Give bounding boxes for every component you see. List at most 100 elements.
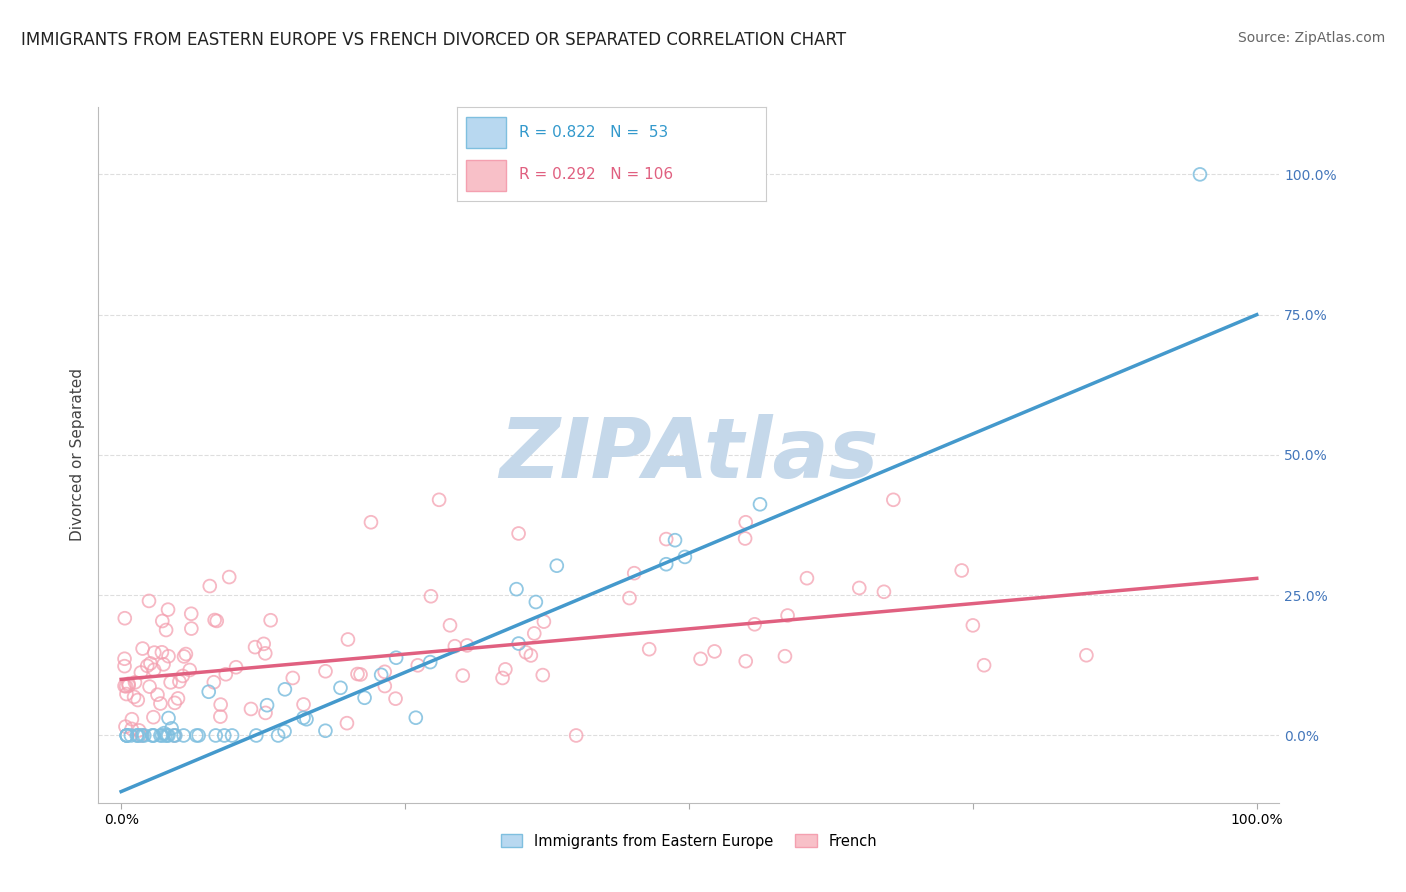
Point — [131, 729, 153, 743]
Point — [146, 688, 169, 702]
Point — [245, 729, 267, 743]
Point — [114, 652, 136, 666]
Point — [150, 645, 173, 659]
Point — [163, 729, 186, 743]
Text: R = 0.822   N =  53: R = 0.822 N = 53 — [519, 125, 668, 140]
Text: IMMIGRANTS FROM EASTERN EUROPE VS FRENCH DIVORCED OR SEPARATED CORRELATION CHART: IMMIGRANTS FROM EASTERN EUROPE VS FRENCH… — [21, 31, 846, 49]
Point — [128, 723, 150, 738]
Point — [117, 677, 139, 691]
Point — [524, 595, 547, 609]
Point — [346, 667, 368, 681]
Point — [349, 667, 371, 681]
Point — [689, 652, 711, 666]
Point — [494, 662, 516, 676]
Point — [204, 613, 226, 627]
Point — [139, 657, 162, 671]
Point — [115, 729, 138, 743]
Point — [180, 607, 202, 621]
Point — [205, 614, 228, 628]
Point — [274, 682, 297, 697]
Point — [253, 637, 276, 651]
Point — [209, 698, 232, 712]
Text: ZIPAtlas: ZIPAtlas — [499, 415, 879, 495]
Point — [638, 642, 661, 657]
Point — [160, 722, 183, 736]
Point — [314, 723, 336, 738]
Point — [121, 722, 143, 736]
Point — [520, 648, 543, 663]
Point — [152, 657, 174, 672]
Point — [776, 608, 799, 623]
Point — [336, 716, 359, 731]
Point — [254, 646, 277, 660]
Point — [281, 671, 304, 685]
Point — [405, 711, 427, 725]
Point — [115, 729, 138, 743]
Point — [882, 492, 904, 507]
Point — [149, 697, 172, 711]
Point — [225, 660, 247, 674]
Point — [273, 724, 295, 739]
Point — [374, 665, 396, 679]
Point — [156, 729, 179, 743]
Point — [129, 665, 152, 680]
Point — [115, 679, 138, 693]
Point — [292, 698, 315, 712]
Bar — [467, 161, 506, 191]
Point — [150, 614, 173, 628]
Y-axis label: Divorced or Separated: Divorced or Separated — [70, 368, 86, 541]
Point — [221, 729, 243, 743]
Point — [209, 709, 232, 723]
Point — [451, 668, 474, 682]
Point — [114, 679, 136, 693]
Point — [120, 729, 142, 743]
Point — [456, 639, 478, 653]
Point — [531, 668, 554, 682]
Point — [360, 515, 382, 529]
Point — [773, 649, 796, 664]
Point — [143, 663, 166, 677]
Point — [180, 622, 202, 636]
Point — [370, 668, 392, 682]
Point — [873, 584, 896, 599]
Point — [744, 617, 766, 632]
Point — [1076, 648, 1098, 663]
Point — [186, 729, 208, 743]
Point — [329, 681, 352, 695]
Point — [169, 674, 191, 689]
Point — [214, 729, 236, 743]
Point — [439, 618, 461, 632]
Point — [128, 729, 150, 743]
Point — [505, 582, 527, 596]
Point — [295, 712, 318, 726]
Point — [125, 729, 148, 743]
Point — [259, 613, 281, 627]
Point — [124, 675, 146, 690]
Point — [138, 594, 160, 608]
Point — [131, 641, 153, 656]
Point — [419, 655, 441, 669]
Point — [157, 602, 180, 616]
Point — [155, 623, 177, 637]
Point — [142, 729, 165, 743]
Point — [950, 564, 973, 578]
Point — [796, 571, 818, 585]
Point — [114, 720, 136, 734]
Point — [143, 646, 166, 660]
Bar — [467, 118, 506, 148]
Point — [533, 615, 555, 629]
Point — [114, 659, 136, 673]
Point — [973, 658, 995, 673]
Point — [962, 618, 984, 632]
Point — [197, 684, 219, 698]
Point — [546, 558, 568, 573]
Point — [198, 579, 221, 593]
Point — [565, 729, 588, 743]
Point — [734, 515, 756, 529]
Point — [163, 729, 186, 743]
Point — [142, 729, 165, 743]
Point — [131, 729, 153, 743]
Point — [153, 726, 176, 740]
Point — [406, 658, 429, 673]
Point — [655, 532, 678, 546]
